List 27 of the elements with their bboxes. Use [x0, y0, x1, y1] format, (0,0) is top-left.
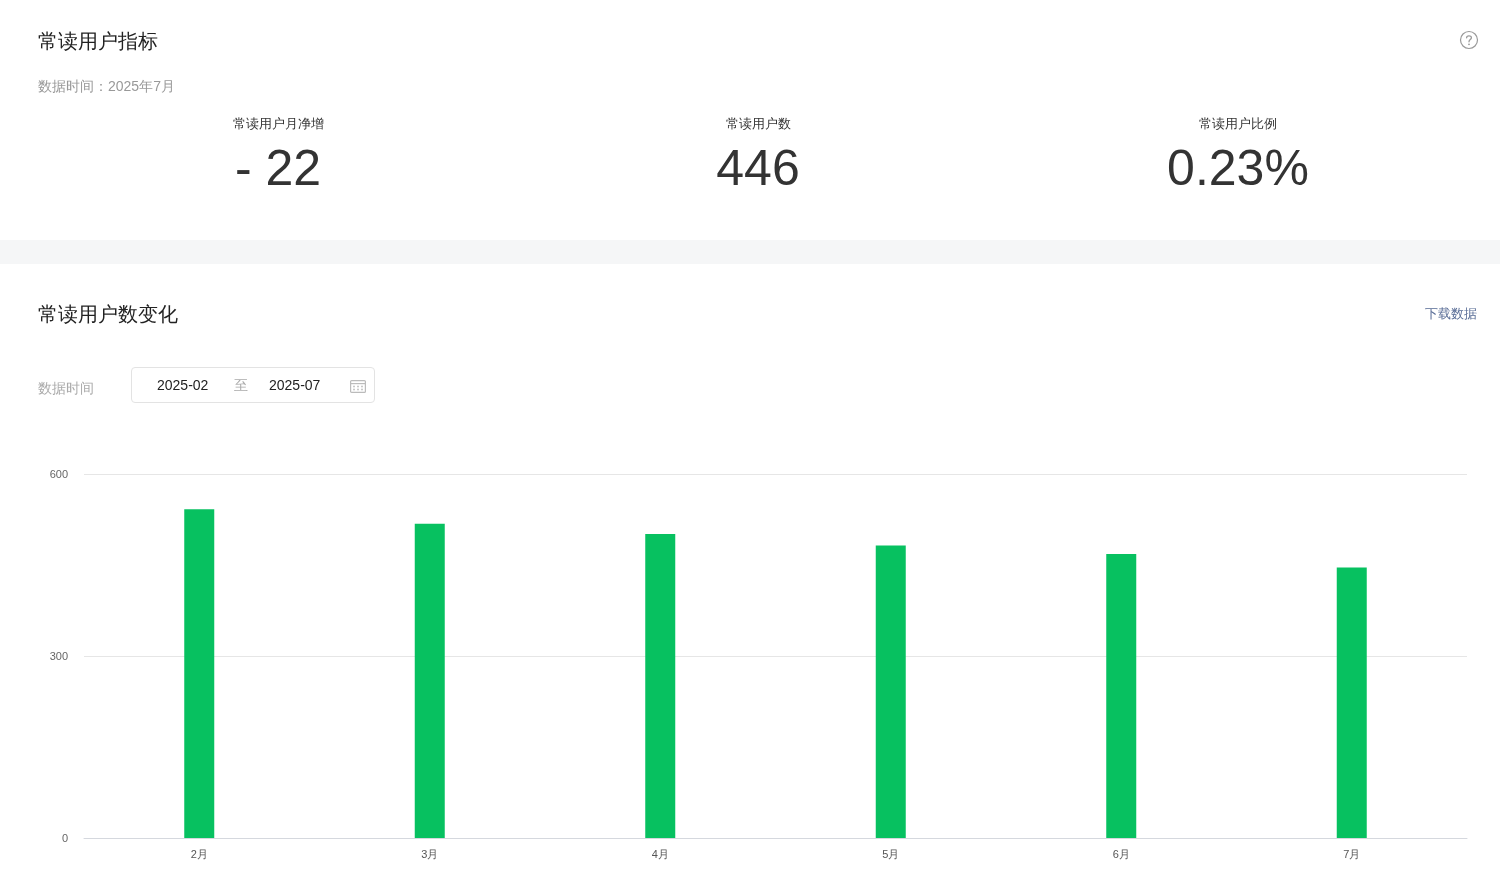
y-tick-label: 300	[49, 650, 68, 662]
text: 常读用户指标	[38, 29, 158, 53]
x-tick-label: 6月	[1112, 847, 1130, 860]
bar	[414, 523, 445, 838]
x-tick-label: 5月	[882, 847, 900, 860]
bar	[645, 534, 676, 838]
text: 0.23%	[1167, 140, 1309, 196]
text: 常读用户比例	[1199, 116, 1277, 132]
text: 常读用户月净增	[232, 116, 324, 132]
text: 常读用户数	[725, 116, 791, 132]
text: 数据时间	[38, 379, 94, 397]
bar	[1106, 554, 1137, 838]
bar	[184, 509, 215, 838]
chart-title: 常读用户数变化	[38, 302, 178, 326]
date-picker: 2025-02 至 2025-07	[131, 367, 375, 403]
text: 数据时间：2025年7月	[38, 77, 175, 95]
bar	[1336, 567, 1367, 838]
x-tick-label: 7月	[1343, 847, 1361, 860]
y-tick-label: 600	[49, 468, 68, 480]
x-tick-label: 3月	[421, 847, 439, 860]
bar	[875, 545, 906, 838]
y-tick-label: 0	[61, 832, 68, 844]
x-tick-label: 4月	[651, 847, 669, 860]
text: 446	[716, 140, 800, 196]
text: 下载数据	[1425, 306, 1477, 322]
x-tick-label: 2月	[190, 847, 208, 860]
text: - 22	[234, 140, 322, 196]
